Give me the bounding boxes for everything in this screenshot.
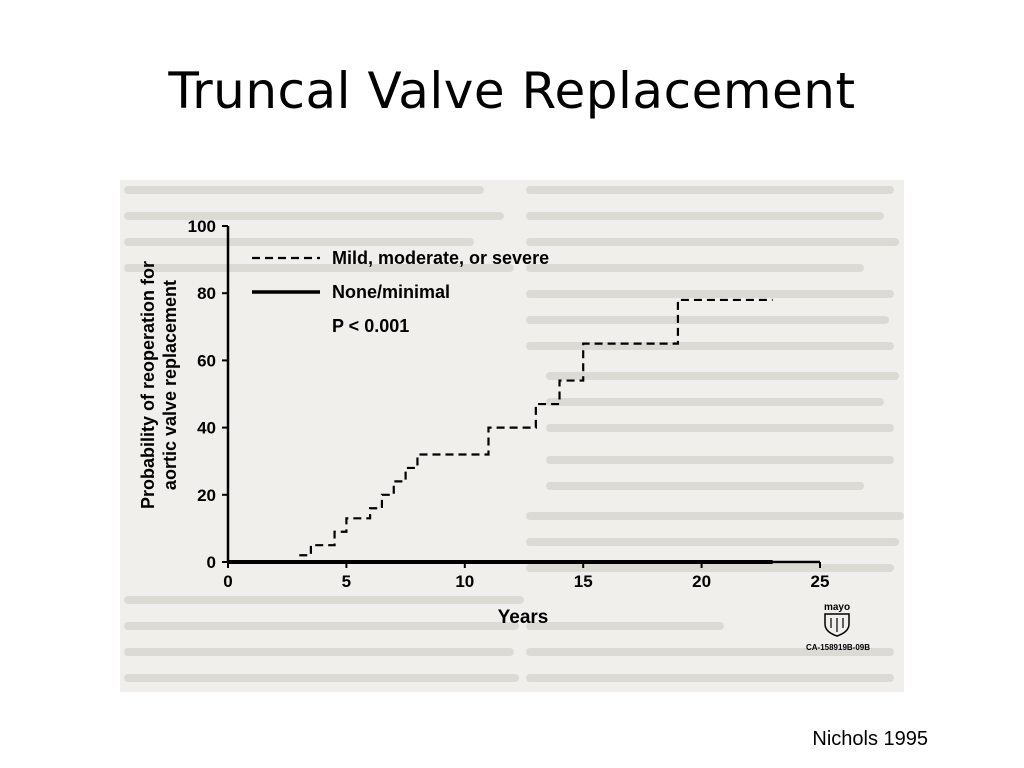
series-layer — [228, 298, 773, 564]
y-tick-label: 20 — [197, 486, 216, 505]
x-tick-label: 20 — [692, 572, 711, 591]
x-tick-label: 10 — [455, 572, 474, 591]
p-value-annotation: P < 0.001 — [332, 316, 409, 336]
figure-id: CA-158919B-09B — [806, 643, 870, 652]
texture-lines — [124, 186, 904, 682]
y-tick-label: 60 — [197, 351, 216, 370]
kaplan-meier-chart: 0 20 40 60 80 100 0 5 10 15 20 25 Probability of r… — [138, 217, 870, 652]
legend-label-mild-moderate-severe: Mild, moderate, or severe — [332, 248, 549, 268]
chart-axes — [226, 226, 820, 564]
x-tick-label: 15 — [574, 572, 593, 591]
x-axis-label: Years — [498, 607, 549, 628]
x-tick-label: 0 — [223, 572, 232, 591]
slide-title: Truncal Valve Replacement — [168, 62, 856, 120]
citation: Nichols 1995 — [812, 728, 928, 750]
mayo-logo-text: mayo — [824, 602, 850, 613]
mayo-shield-icon — [824, 613, 850, 637]
y-tick-label: 40 — [197, 419, 216, 438]
y-tick-label: 100 — [188, 217, 216, 236]
x-tick-label: 5 — [342, 572, 351, 591]
y-tick-label: 80 — [197, 284, 216, 303]
series-line-mild-moderate-severe — [228, 298, 773, 564]
y-axis-ticks: 0 20 40 60 80 100 — [188, 217, 228, 572]
x-axis-ticks: 0 5 10 15 20 25 — [223, 562, 829, 591]
y-axis-label-line-1: Probability of reoperation for — [138, 261, 158, 509]
legend-label-none-minimal: None/minimal — [332, 282, 450, 302]
y-axis-label-line-2: aortic valve replacement — [160, 280, 180, 490]
y-tick-label: 0 — [207, 553, 216, 572]
x-tick-label: 25 — [811, 572, 830, 591]
chart-figure: 0 20 40 60 80 100 0 5 10 15 20 25 Probability of r… — [120, 180, 904, 692]
mayo-logo: mayo — [824, 602, 850, 637]
